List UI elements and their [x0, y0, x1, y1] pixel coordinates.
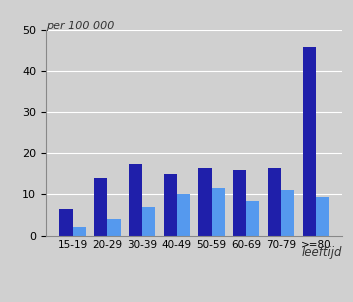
Bar — [73, 227, 86, 236]
Bar — [94, 178, 107, 236]
Text: per 100 000: per 100 000 — [46, 21, 114, 31]
Bar — [316, 197, 329, 236]
Legend: Mannen, Vrouwen: Mannen, Vrouwen — [105, 299, 253, 302]
Bar — [59, 209, 73, 236]
Bar — [198, 168, 211, 236]
Bar — [142, 207, 155, 236]
Bar — [246, 201, 259, 236]
Bar — [268, 168, 281, 236]
Bar — [163, 174, 177, 236]
Bar — [233, 170, 246, 236]
Bar — [281, 190, 294, 236]
Bar — [129, 164, 142, 236]
Bar — [303, 47, 316, 236]
Bar — [211, 188, 225, 236]
Text: leeftijd: leeftijd — [302, 246, 342, 259]
Bar — [177, 194, 190, 236]
Bar — [107, 219, 120, 236]
